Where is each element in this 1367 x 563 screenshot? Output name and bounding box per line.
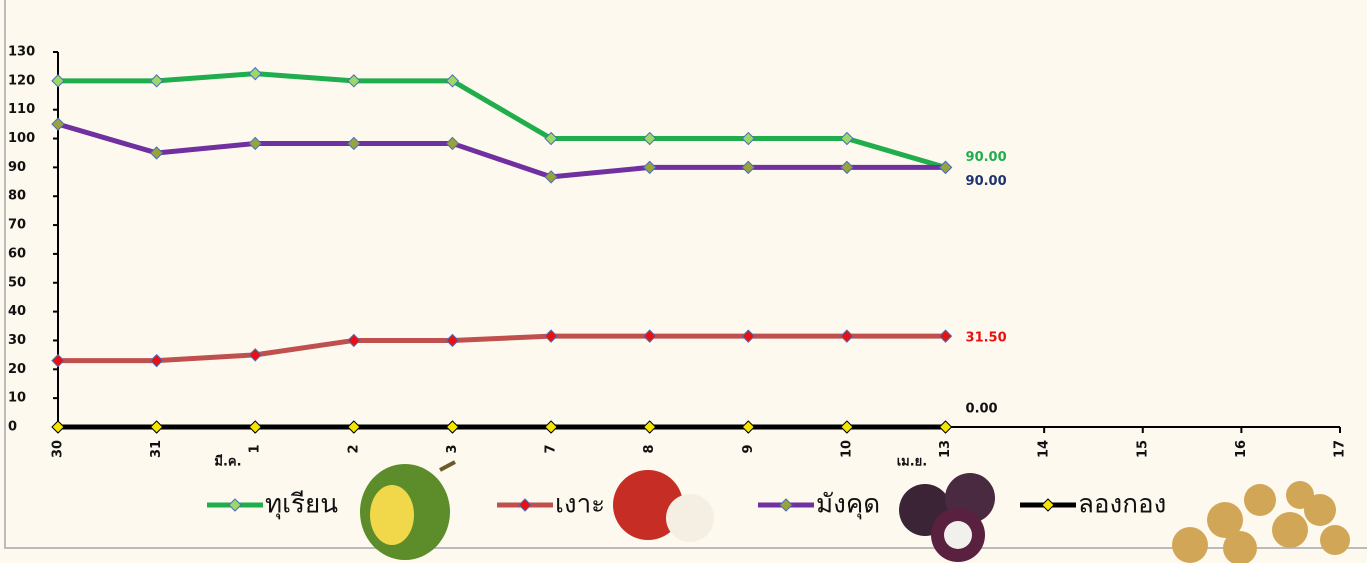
point-marker xyxy=(642,329,657,343)
point-marker xyxy=(248,348,262,362)
legend-text: เงาะ xyxy=(555,490,605,520)
point-marker xyxy=(741,160,756,175)
y-tick-label: 60 xyxy=(8,246,26,261)
x-tick-label: 2 xyxy=(346,444,361,453)
x-tick-label: 9 xyxy=(741,444,756,453)
y-tick-label: 0 xyxy=(8,420,17,435)
series-line xyxy=(58,333,946,364)
value-label: 90.00 xyxy=(966,150,1007,165)
y-tick-label: 90 xyxy=(8,160,26,175)
x-tick-label: 15 xyxy=(1135,440,1150,458)
x-tick-label: 1 xyxy=(248,444,263,453)
y-tick-label: 50 xyxy=(8,275,26,290)
y-tick-label: 100 xyxy=(8,131,35,146)
point-marker xyxy=(248,136,262,151)
value-label: 90.00 xyxy=(966,174,1007,189)
month-label: เม.ย. xyxy=(897,455,928,470)
point-marker xyxy=(347,136,361,151)
point-marker xyxy=(248,66,262,81)
x-tick-label: 31 xyxy=(149,440,164,458)
y-tick-label: 120 xyxy=(8,73,35,88)
month-label: มี.ค. xyxy=(214,454,241,470)
point-marker xyxy=(840,160,854,175)
point-marker xyxy=(445,420,460,434)
y-tick-label: 70 xyxy=(8,218,26,233)
point-marker xyxy=(642,160,657,175)
legend-marker xyxy=(518,498,532,512)
value-label: 31.50 xyxy=(966,331,1007,346)
point-marker xyxy=(938,329,953,343)
x-tick-label: 10 xyxy=(839,440,854,458)
y-tick-label: 110 xyxy=(8,102,35,117)
point-marker xyxy=(347,420,361,434)
point-marker xyxy=(445,136,460,151)
y-tick-label: 130 xyxy=(8,45,35,60)
x-tick-label: 7 xyxy=(544,444,559,453)
point-marker xyxy=(544,170,558,184)
x-tick-label: 13 xyxy=(938,440,953,458)
longan-image xyxy=(1172,481,1350,563)
x-tick-label: 30 xyxy=(51,440,66,458)
point-marker xyxy=(642,131,657,146)
rambutan-image xyxy=(613,470,714,542)
y-tick-label: 20 xyxy=(8,362,26,377)
point-marker xyxy=(544,329,558,343)
legend-text: ทุเรียน xyxy=(265,490,338,520)
point-marker xyxy=(840,131,854,146)
point-marker xyxy=(544,420,558,434)
y-tick-label: 80 xyxy=(8,189,26,204)
point-marker xyxy=(149,420,164,434)
y-tick-label: 40 xyxy=(8,304,26,319)
x-tick-label: 8 xyxy=(642,444,657,453)
point-marker xyxy=(938,160,953,175)
point-marker xyxy=(642,420,657,434)
legend-marker xyxy=(228,498,242,512)
point-marker xyxy=(347,333,361,348)
point-marker xyxy=(149,146,164,160)
point-marker xyxy=(840,420,854,434)
point-marker xyxy=(51,420,65,434)
value-label: 0.00 xyxy=(966,402,998,417)
point-marker xyxy=(741,131,756,146)
x-tick-label: 14 xyxy=(1037,440,1052,458)
x-tick-label: 3 xyxy=(445,444,460,453)
point-marker xyxy=(938,420,953,434)
series-line xyxy=(57,121,946,180)
series-line xyxy=(58,71,947,170)
y-tick-label: 10 xyxy=(8,391,26,406)
legend-text: มังคุด xyxy=(816,490,880,520)
point-marker xyxy=(741,420,756,434)
point-marker xyxy=(741,329,756,343)
mangosteen-image xyxy=(899,473,995,562)
point-marker xyxy=(51,117,65,131)
legend-marker xyxy=(779,498,793,512)
x-tick-label: 16 xyxy=(1234,440,1249,458)
point-marker xyxy=(149,74,164,88)
point-marker xyxy=(840,329,854,343)
point-marker xyxy=(544,131,558,146)
durian-image xyxy=(360,460,456,560)
point-marker xyxy=(149,353,164,368)
point-marker xyxy=(248,420,262,434)
point-marker xyxy=(51,353,65,368)
point-marker xyxy=(445,74,460,88)
point-marker xyxy=(445,333,460,348)
point-marker xyxy=(347,74,361,88)
legend-text: ลองกอง xyxy=(1078,490,1166,520)
legend-marker xyxy=(1041,498,1055,512)
y-tick-label: 30 xyxy=(8,333,26,348)
point-marker xyxy=(51,74,65,88)
x-tick-label: 17 xyxy=(1333,440,1348,458)
frame xyxy=(4,0,1367,549)
